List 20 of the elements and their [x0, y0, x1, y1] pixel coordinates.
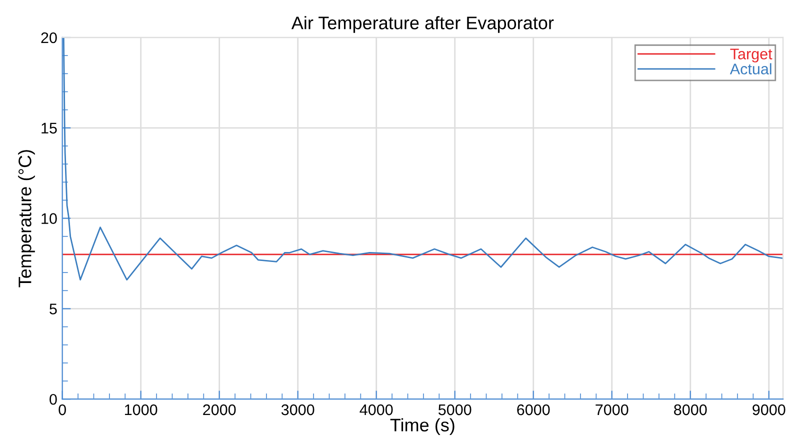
x-tick-label: 0: [58, 404, 66, 416]
x-tick-label: 8000: [674, 404, 707, 416]
x-tick-label: 9000: [752, 404, 786, 416]
y-tick-label: 20: [41, 32, 57, 44]
y-tick-label: 0: [50, 394, 57, 405]
y-axis-title: Temperature (°C): [18, 150, 35, 288]
y-tick-label: 10: [42, 213, 57, 224]
x-tick-label: 4000: [360, 404, 393, 416]
x-tick-label: 6000: [517, 404, 550, 416]
legend-label: Target: [730, 48, 772, 62]
legend-label: Actual: [730, 63, 772, 74]
x-tick-label: 2000: [203, 404, 236, 416]
chart-title: Air Temperature after Evaporator: [291, 16, 554, 33]
x-tick-label: 3000: [281, 404, 314, 416]
y-tick-label: 5: [50, 304, 57, 314]
x-tick-label: 7000: [596, 404, 628, 416]
y-tick-label: 15: [42, 122, 57, 134]
x-axis-title: Time (s): [390, 418, 454, 436]
x-tick-label: 5000: [438, 404, 472, 416]
x-tick-label: 1000: [125, 404, 158, 416]
